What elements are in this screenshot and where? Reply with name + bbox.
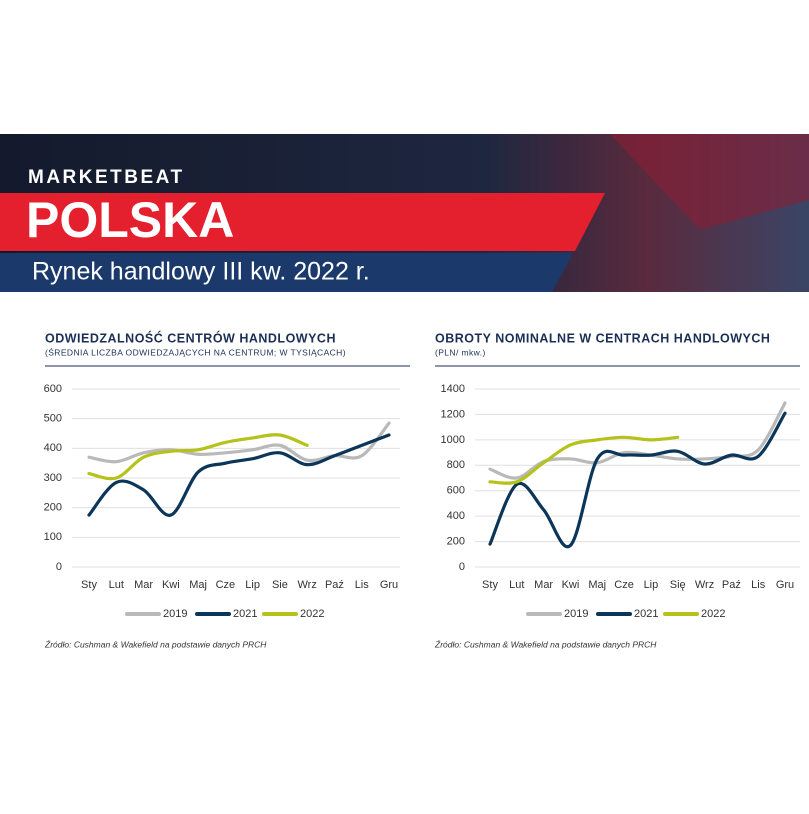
- x-tick-label: Paź: [325, 579, 344, 591]
- series-line: [87, 433, 309, 481]
- x-tick-label: Gru: [776, 579, 794, 591]
- source-note: Źródło: Cushman & Wakefield na podstawie…: [44, 639, 267, 649]
- legend-label: 2021: [233, 608, 257, 620]
- x-tick-label: Sty: [482, 579, 498, 591]
- kicker: MARKETBEAT: [28, 167, 185, 188]
- series-line: [488, 435, 680, 485]
- x-tick-label: Maj: [189, 579, 207, 591]
- y-tick-label: 0: [56, 561, 62, 573]
- x-tick-label: Cze: [216, 579, 236, 591]
- y-tick-label: 1400: [441, 383, 465, 395]
- legend-label: 2019: [163, 608, 187, 620]
- source-note: Źródło: Cushman & Wakefield na podstawie…: [434, 639, 657, 649]
- y-tick-label: 500: [44, 413, 62, 425]
- series-line: [87, 421, 391, 464]
- x-tick-label: Wrz: [695, 579, 714, 591]
- y-tick-label: 0: [459, 561, 465, 573]
- y-tick-label: 600: [44, 383, 62, 395]
- chart-title: ODWIEDZALNOŚĆ CENTRÓW HANDLOWYCH: [45, 330, 336, 345]
- series-line: [488, 411, 787, 549]
- header-title: POLSKA: [26, 192, 234, 248]
- series-line: [87, 433, 391, 517]
- y-tick-label: 200: [447, 535, 465, 547]
- x-tick-label: Wrz: [298, 579, 317, 591]
- y-tick-label: 1000: [441, 434, 465, 446]
- y-tick-label: 600: [447, 485, 465, 497]
- legend-label: 2022: [300, 608, 324, 620]
- y-tick-label: 800: [447, 459, 465, 471]
- legend-label: 2019: [564, 608, 588, 620]
- y-tick-label: 200: [44, 502, 62, 514]
- chart-title: OBROTY NOMINALNE W CENTRACH HANDLOWYCH: [435, 331, 770, 345]
- y-tick-label: 400: [447, 510, 465, 522]
- x-tick-label: Cze: [614, 579, 634, 591]
- x-tick-label: Kwi: [562, 579, 580, 591]
- x-tick-label: Lut: [509, 579, 524, 591]
- blue-band: [0, 253, 573, 292]
- x-tick-label: Gru: [380, 579, 398, 591]
- chart-subtitle: (PLN/ mkw.): [435, 347, 486, 357]
- x-tick-label: Lut: [109, 579, 124, 591]
- y-tick-label: 100: [44, 531, 62, 543]
- x-tick-label: Sie: [272, 579, 288, 591]
- x-tick-label: Lis: [355, 579, 370, 591]
- x-tick-label: Mar: [134, 579, 153, 591]
- red-band: [0, 193, 605, 251]
- x-tick-label: Paź: [722, 579, 741, 591]
- x-tick-label: Kwi: [162, 579, 180, 591]
- legend-label: 2022: [701, 608, 725, 620]
- x-tick-label: Sty: [81, 579, 97, 591]
- chart-subtitle: (ŚREDNIA LICZBA ODWIEDZAJĄCYCH NA CENTRU…: [45, 346, 346, 357]
- legend-label: 2021: [634, 608, 658, 620]
- y-tick-label: 1200: [441, 408, 465, 420]
- banner-photo: [610, 134, 809, 230]
- x-tick-label: Się: [670, 579, 686, 591]
- x-tick-label: Lis: [751, 579, 766, 591]
- header-subtitle: Rynek handlowy III kw. 2022 r.: [32, 258, 370, 286]
- x-tick-label: Maj: [588, 579, 606, 591]
- x-tick-label: Mar: [534, 579, 553, 591]
- y-tick-label: 300: [44, 472, 62, 484]
- y-tick-label: 400: [44, 442, 62, 454]
- x-tick-label: Lip: [644, 579, 659, 591]
- x-tick-label: Lip: [245, 579, 260, 591]
